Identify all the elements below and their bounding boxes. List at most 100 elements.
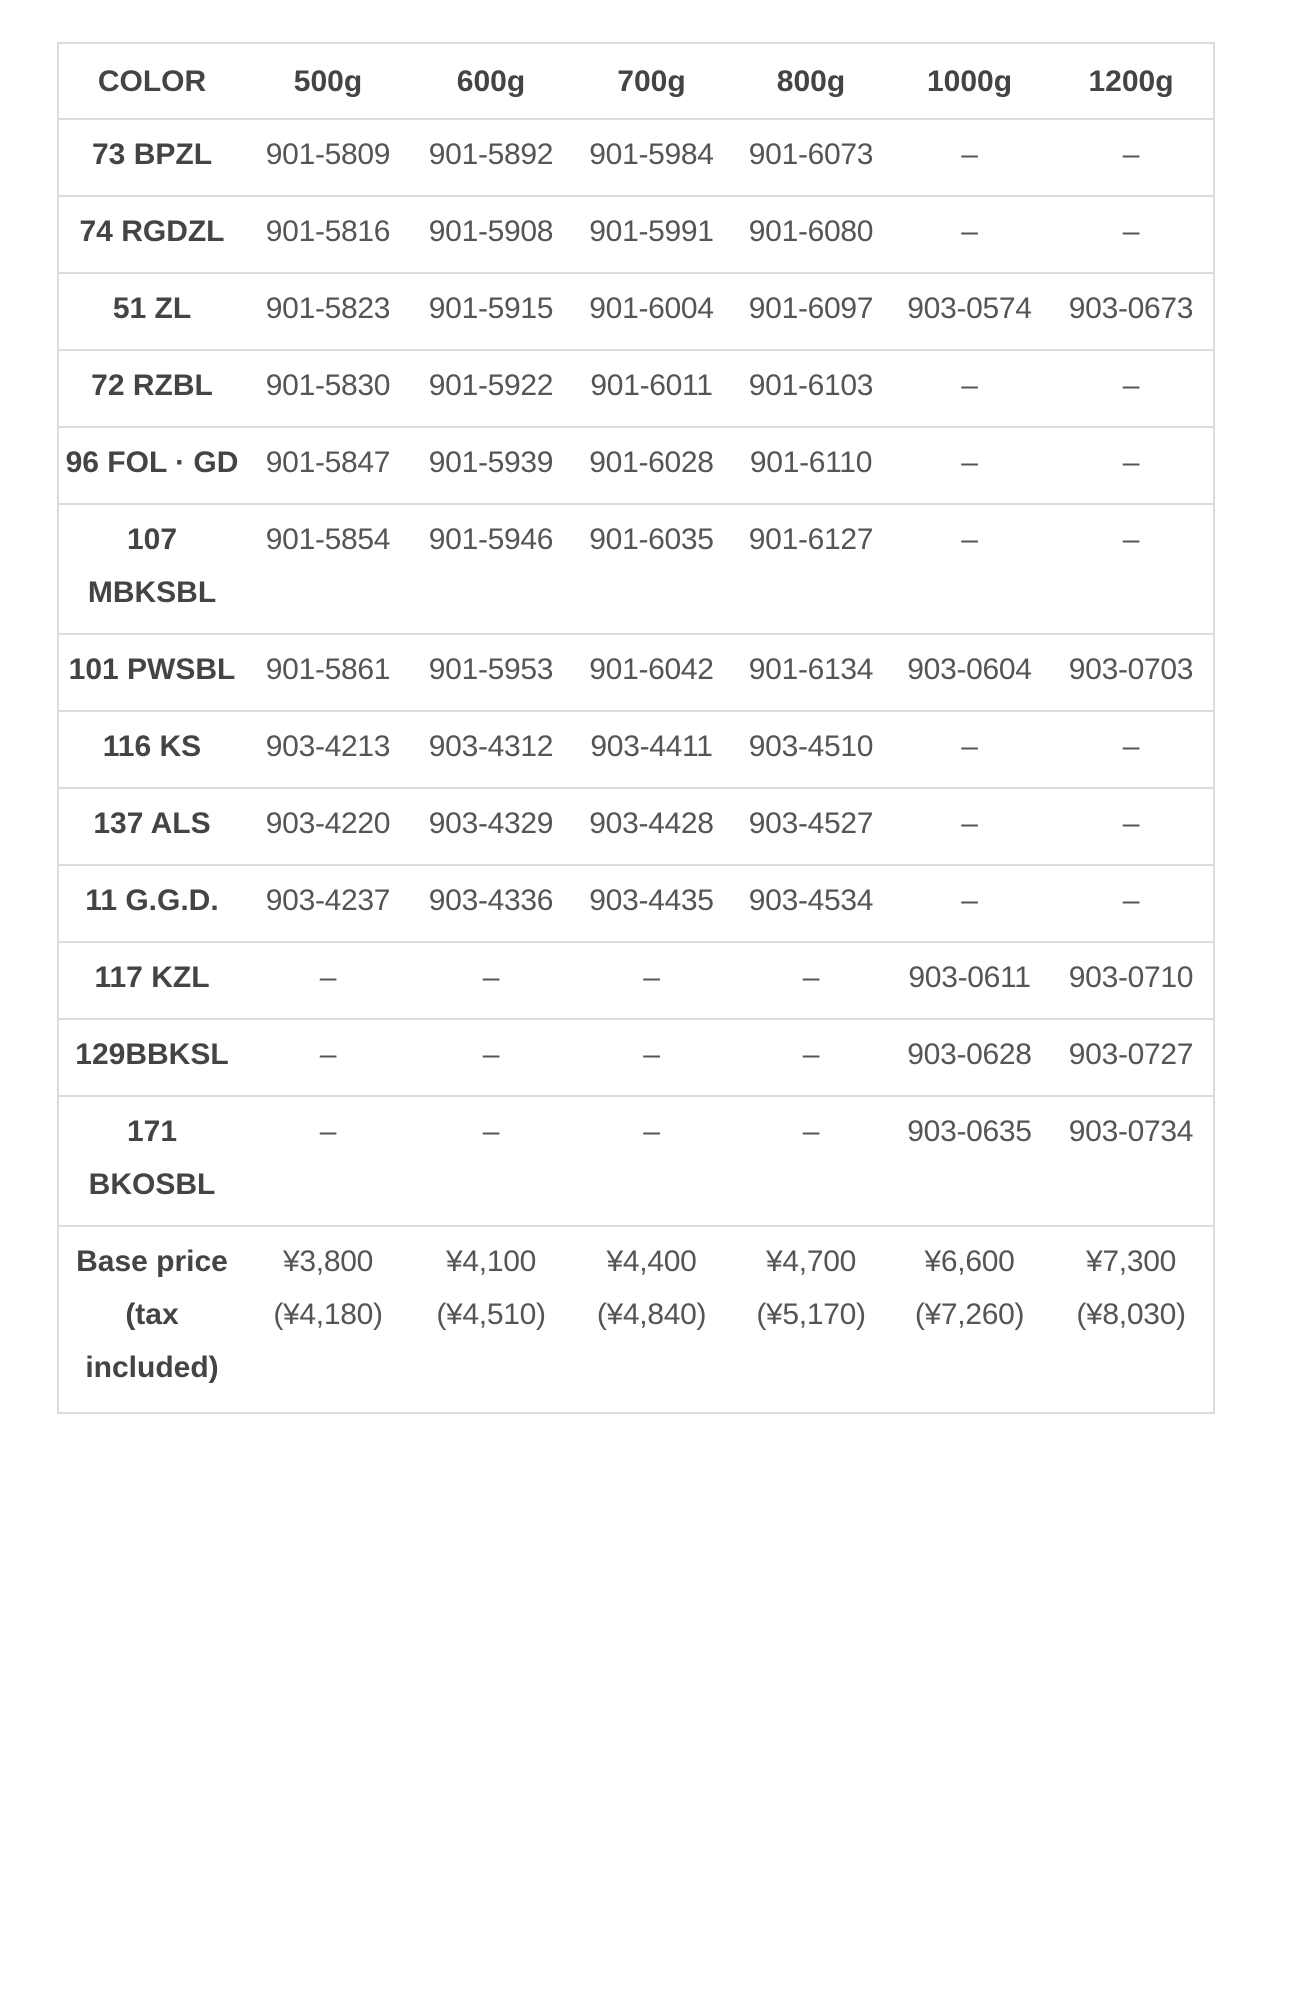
color-name-cell: 101 PWSBL xyxy=(58,633,245,711)
part-number-cell: – xyxy=(890,787,1049,865)
part-number-cell: 901-6011 xyxy=(571,349,732,427)
price-cell: ¥3,800 (¥4,180) xyxy=(245,1225,411,1413)
color-name-cell: 137 ALS xyxy=(58,787,245,865)
color-name-cell: 74 RGDZL xyxy=(58,195,245,273)
table-row: 11 G.G.D. 903-4237 903-4336 903-4435 903-453… xyxy=(58,864,1214,942)
color-name-cell: 116 KS xyxy=(58,710,245,788)
part-number-cell: – xyxy=(1049,349,1214,427)
part-number-cell: 901-6080 xyxy=(732,195,890,273)
table-row: 116 KS 903-4213 903-4312 903-4411 903-4510– – xyxy=(58,710,1214,788)
price-cell: ¥4,700 (¥5,170) xyxy=(732,1225,890,1413)
part-number-cell: 901-6097 xyxy=(732,272,890,350)
part-number-cell: 901-5823 xyxy=(245,272,411,350)
table-row: 137 ALS 903-4220 903-4329 903-4428 903-4527–… xyxy=(58,787,1214,865)
part-number-cell: 903-0673 xyxy=(1049,272,1214,350)
part-number-cell: 901-6127 xyxy=(732,503,890,634)
table-row: 73 BPZL 901-5809 901-5892 901-5984 901-6073–… xyxy=(58,118,1214,196)
column-header-weight: 800g xyxy=(732,42,890,119)
column-header-weight: 500g xyxy=(245,42,411,119)
color-name-cell: 73 BPZL xyxy=(58,118,245,196)
part-number-cell: 903-4220 xyxy=(245,787,411,865)
part-number-cell: 901-5953 xyxy=(411,633,571,711)
part-number-cell: 901-6110 xyxy=(732,426,890,504)
part-number-cell: – xyxy=(411,1095,571,1226)
part-number-cell: 903-0611 xyxy=(890,941,1049,1019)
part-number-cell: 901-5915 xyxy=(411,272,571,350)
table-row: 72 RZBL 901-5830 901-5922 901-6011 901-6103–… xyxy=(58,349,1214,427)
part-number-cell: 901-6073 xyxy=(732,118,890,196)
part-number-cell: – xyxy=(890,710,1049,788)
part-number-cell: – xyxy=(890,864,1049,942)
part-number-cell: 903-0710 xyxy=(1049,941,1214,1019)
part-number-cell: – xyxy=(1049,503,1214,634)
price-cell: ¥4,100 (¥4,510) xyxy=(411,1225,571,1413)
part-number-cell: 901-6103 xyxy=(732,349,890,427)
price-label-cell: Base price (tax included) xyxy=(58,1225,245,1413)
color-name-cell: 96 FOL · GD xyxy=(58,426,245,504)
part-number-cell: – xyxy=(1049,195,1214,273)
part-number-cell: – xyxy=(245,1095,411,1226)
part-number-cell: 903-4312 xyxy=(411,710,571,788)
part-number-cell: – xyxy=(890,426,1049,504)
part-number-cell: 901-5892 xyxy=(411,118,571,196)
part-number-cell: 903-0703 xyxy=(1049,633,1214,711)
color-name-cell: 72 RZBL xyxy=(58,349,245,427)
color-name-cell: 117 KZL xyxy=(58,941,245,1019)
part-number-cell: 903-0727 xyxy=(1049,1018,1214,1096)
table-row: 129BBKSL – – – –903-0628 903-0727 xyxy=(58,1018,1214,1096)
part-number-cell: – xyxy=(1049,426,1214,504)
part-number-cell: – xyxy=(732,941,890,1019)
part-number-cell: 901-6134 xyxy=(732,633,890,711)
part-number-cell: 903-4534 xyxy=(732,864,890,942)
part-number-cell: 903-4510 xyxy=(732,710,890,788)
part-number-cell: 903-4336 xyxy=(411,864,571,942)
part-number-cell: – xyxy=(1049,864,1214,942)
part-number-cell: 901-5991 xyxy=(571,195,732,273)
table-row: 117 KZL – – – –903-0611 903-0710 xyxy=(58,941,1214,1019)
part-number-cell: 901-5946 xyxy=(411,503,571,634)
part-number-cell: – xyxy=(571,1018,732,1096)
color-name-cell: 11 G.G.D. xyxy=(58,864,245,942)
part-number-cell: 903-4411 xyxy=(571,710,732,788)
color-name-cell: 107 MBKSBL xyxy=(58,503,245,634)
part-number-cell: – xyxy=(571,1095,732,1226)
part-number-cell: – xyxy=(890,118,1049,196)
part-number-cell: – xyxy=(411,1018,571,1096)
part-number-cell: 903-0574 xyxy=(890,272,1049,350)
color-name-cell: 51 ZL xyxy=(58,272,245,350)
part-number-cell: – xyxy=(732,1095,890,1226)
part-number-cell: 901-6035 xyxy=(571,503,732,634)
table-row: 107 MBKSBL 901-5854 901-5946 901-6035 901-61… xyxy=(58,503,1214,634)
part-number-cell: – xyxy=(890,503,1049,634)
column-header-weight: 700g xyxy=(571,42,732,119)
color-name-cell: 129BBKSL xyxy=(58,1018,245,1096)
product-code-table: COLOR 500g 600g 700g 800g 1000g 1200g 73 BPZL 9… xyxy=(57,42,1215,1414)
part-number-cell: – xyxy=(1049,710,1214,788)
part-number-cell: – xyxy=(890,195,1049,273)
column-header-weight: 1200g xyxy=(1049,42,1214,119)
part-number-cell: 901-5984 xyxy=(571,118,732,196)
table-row: 74 RGDZL 901-5816 901-5908 901-5991 901-6080… xyxy=(58,195,1214,273)
part-number-cell: 903-4213 xyxy=(245,710,411,788)
part-number-cell: 903-4527 xyxy=(732,787,890,865)
part-number-cell: – xyxy=(1049,787,1214,865)
part-number-cell: 903-0604 xyxy=(890,633,1049,711)
part-number-cell: 901-5847 xyxy=(245,426,411,504)
table-row: 171 BKOSBL – – – –903-0635 903-0734 xyxy=(58,1095,1214,1226)
part-number-cell: 903-0734 xyxy=(1049,1095,1214,1226)
part-number-cell: – xyxy=(411,941,571,1019)
part-number-cell: – xyxy=(890,349,1049,427)
color-name-cell: 171 BKOSBL xyxy=(58,1095,245,1226)
table-row: 101 PWSBL 901-5861 901-5953 901-6042 901-613… xyxy=(58,633,1214,711)
part-number-cell: – xyxy=(245,1018,411,1096)
part-number-cell: – xyxy=(1049,118,1214,196)
part-number-cell: 903-0628 xyxy=(890,1018,1049,1096)
part-number-cell: 901-5922 xyxy=(411,349,571,427)
part-number-cell: 901-5830 xyxy=(245,349,411,427)
header-row: COLOR 500g 600g 700g 800g 1000g 1200g xyxy=(58,42,1214,119)
part-number-cell: 903-4435 xyxy=(571,864,732,942)
part-number-cell: 903-4329 xyxy=(411,787,571,865)
part-number-cell: – xyxy=(571,941,732,1019)
part-number-cell: 903-4428 xyxy=(571,787,732,865)
part-number-cell: 901-5861 xyxy=(245,633,411,711)
